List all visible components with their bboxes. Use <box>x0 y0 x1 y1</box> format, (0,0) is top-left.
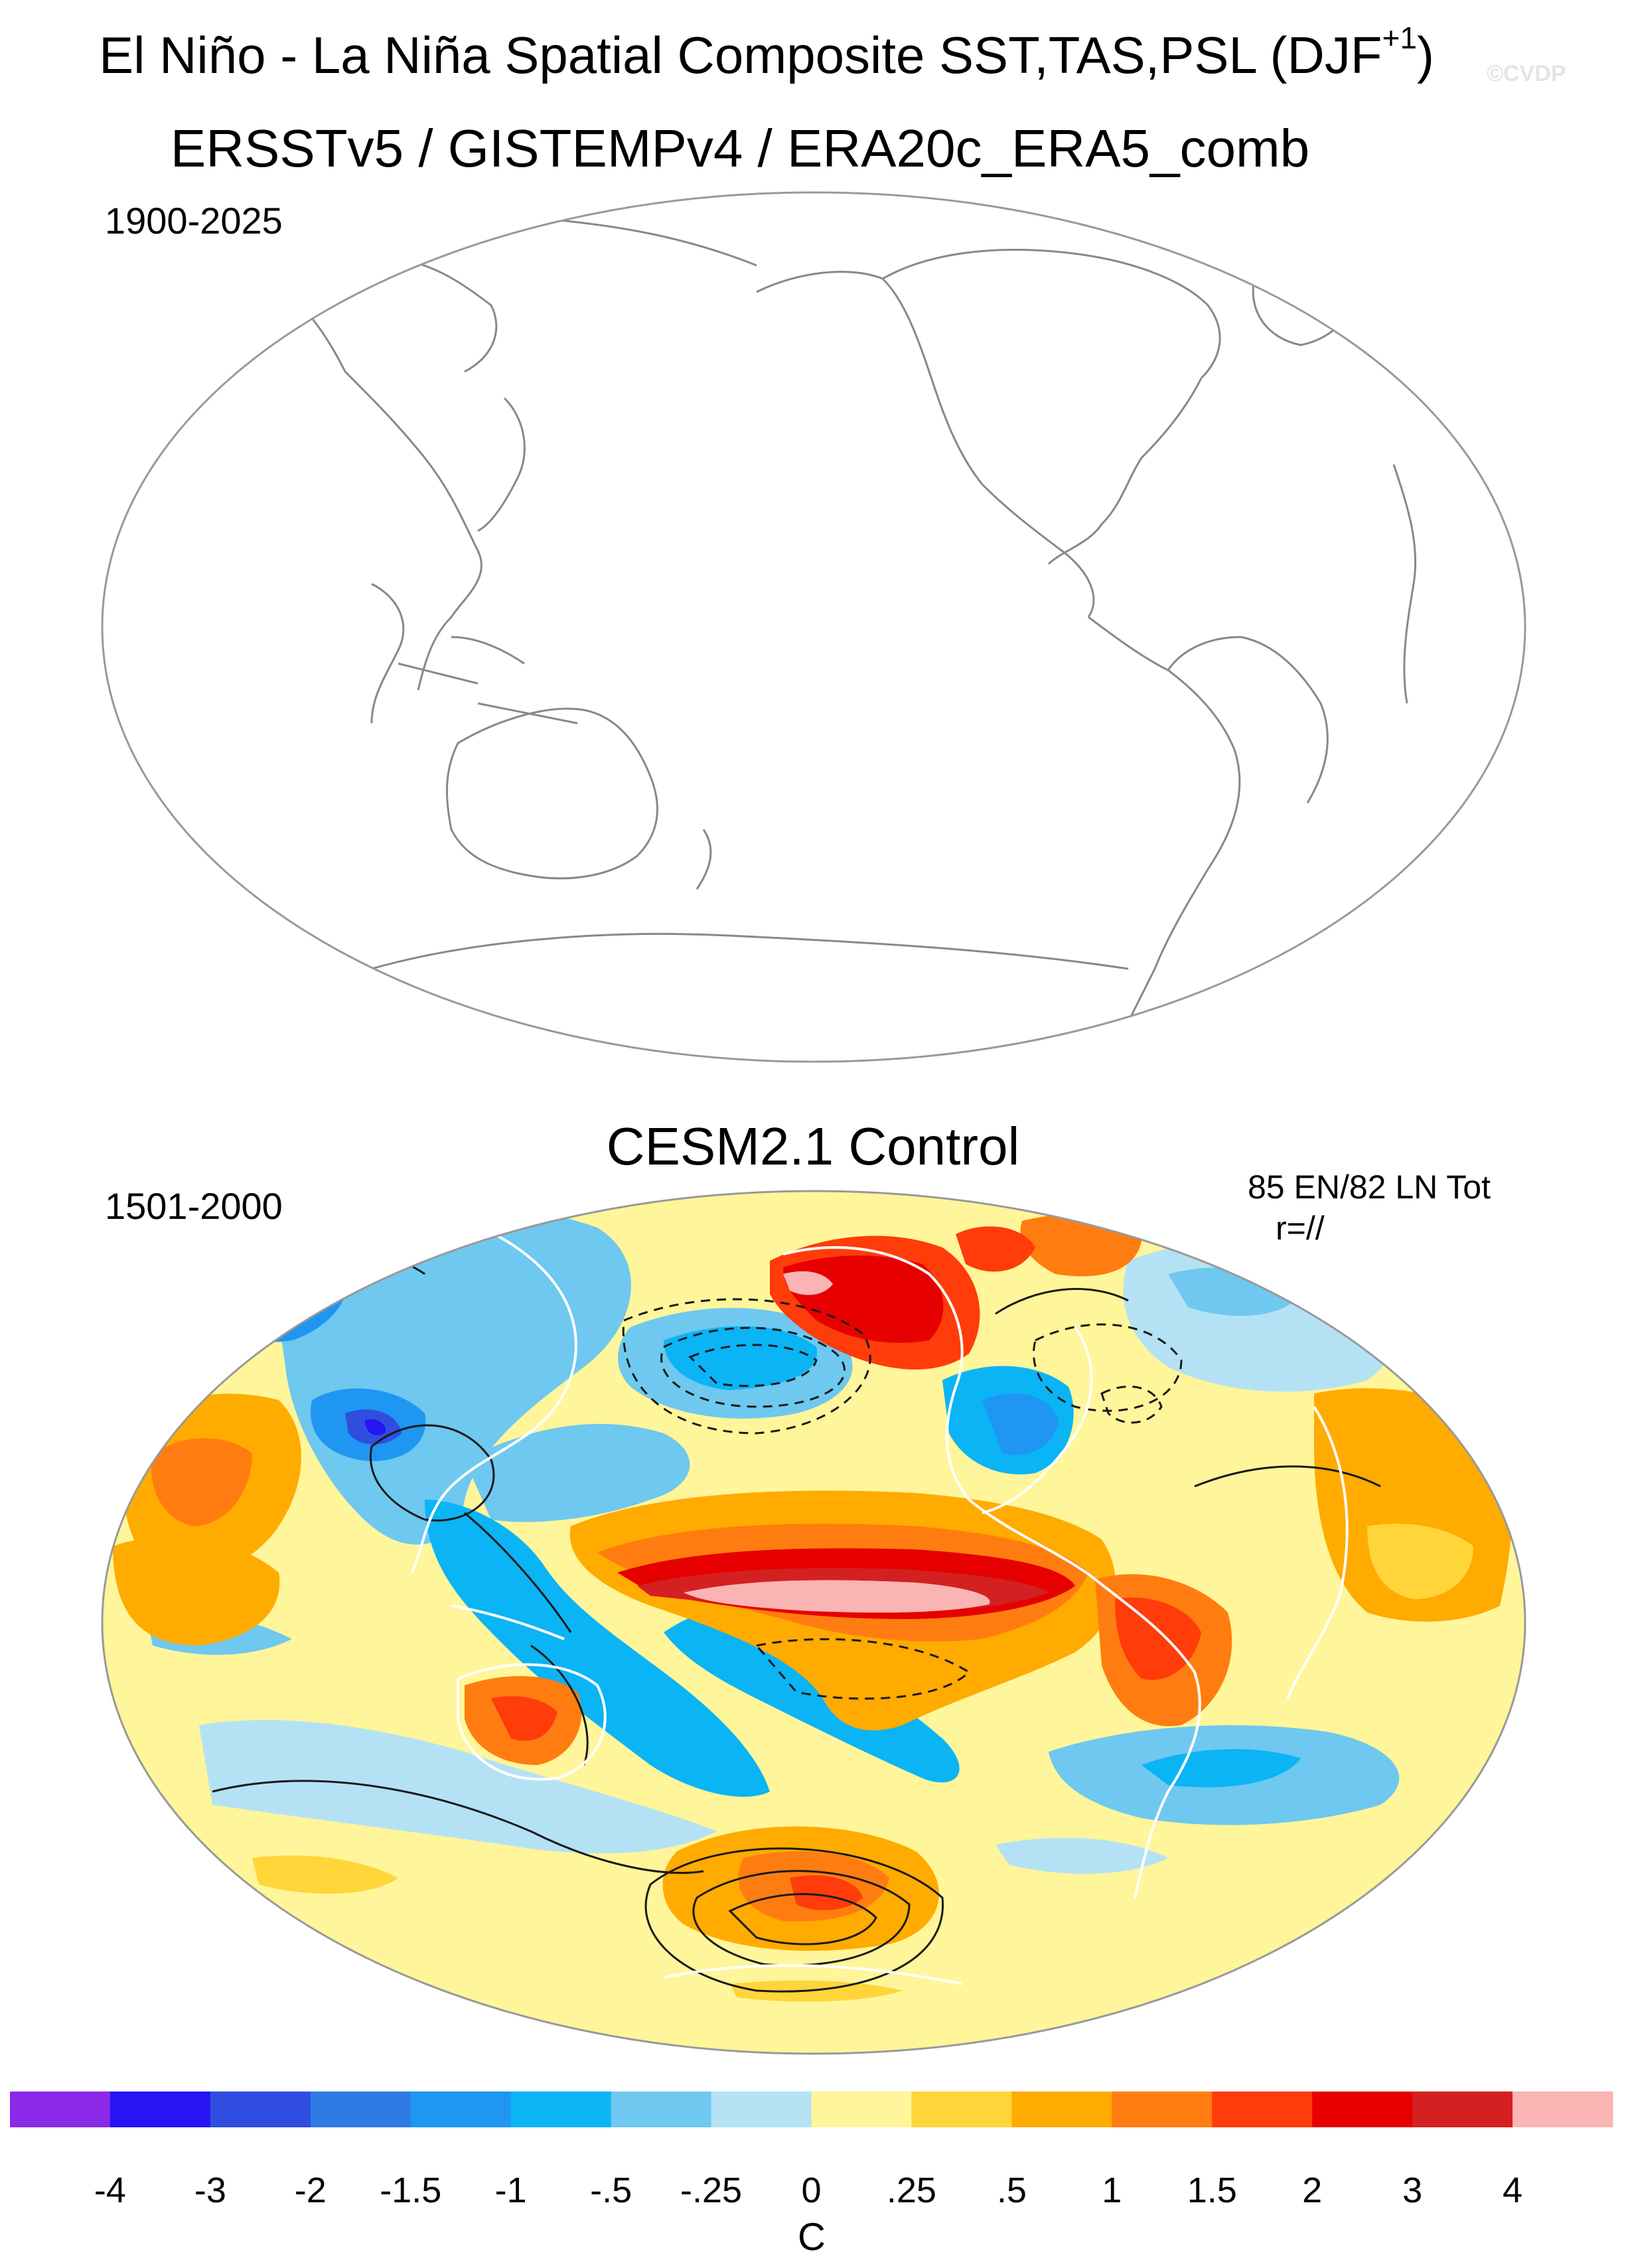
colorbar-tick-label: -3 <box>194 2170 226 2210</box>
colorbar-tick-label: -1.5 <box>380 2170 442 2210</box>
colorbar-box <box>10 2091 111 2127</box>
colorbar-tick-label: 2 <box>1302 2170 1323 2210</box>
bottom-map-coastlines <box>410 1220 1349 1985</box>
colorbar-tick-label: -2 <box>294 2170 327 2210</box>
colorbar-box <box>410 2091 512 2127</box>
colorbar-tick-label: -4 <box>94 2170 126 2210</box>
figure-title: El Niño - La Niña Spatial Composite SST,… <box>99 21 1434 84</box>
top-map-coastlines <box>159 216 1417 1036</box>
event-counts: 85 EN/82 LN Tot <box>1248 1169 1491 1206</box>
colorbar-tick-label: -.25 <box>680 2170 743 2210</box>
bottom-map-border <box>101 1190 1526 2055</box>
bottom-map-panel <box>101 1190 1526 2055</box>
colorbar-box <box>210 2091 311 2127</box>
colorbar-tick-label: .25 <box>886 2170 936 2210</box>
top-panel-title: ERSSTv5 / GISTEMPv4 / ERA20c_ERA5_comb <box>170 119 1310 178</box>
colorbar-box <box>1513 2091 1613 2127</box>
colorbar-tick-label: -1 <box>494 2170 527 2210</box>
top-panel-years: 1900-2025 <box>105 200 283 242</box>
colorbar-tick-label: .5 <box>996 2170 1027 2210</box>
colorbar <box>10 2091 1613 2127</box>
colorbar-tick-label: 1 <box>1102 2170 1122 2210</box>
colorbar-box <box>811 2091 912 2127</box>
psl-contours <box>212 1248 1381 1993</box>
colorbar-tick-label: -.5 <box>590 2170 632 2210</box>
colorbar-box <box>510 2091 612 2127</box>
colorbar-box <box>611 2091 712 2127</box>
colorbar-units: C <box>798 2216 826 2259</box>
colorbar-box <box>1412 2091 1513 2127</box>
colorbar-tick-label: 0 <box>801 2170 822 2210</box>
colorbar-box <box>1212 2091 1313 2127</box>
bottom-panel-years: 1501-2000 <box>105 1185 283 1227</box>
top-map-panel <box>101 191 1526 1063</box>
cvdp-watermark: ©CVDP <box>1487 61 1566 86</box>
colorbar-box <box>110 2091 211 2127</box>
colorbar-tick-label: 3 <box>1402 2170 1423 2210</box>
pattern-correlation: r=// <box>1276 1210 1325 1247</box>
colorbar-box <box>711 2091 812 2127</box>
colorbar-box <box>310 2091 411 2127</box>
colorbar-box <box>1011 2091 1112 2127</box>
colorbar-box <box>1312 2091 1413 2127</box>
colorbar-tick-label: 4 <box>1503 2170 1523 2210</box>
colorbar-box <box>911 2091 1012 2127</box>
colorbar-box <box>1112 2091 1213 2127</box>
top-map-border <box>101 191 1526 1063</box>
colorbar-tick-label: 1.5 <box>1187 2170 1237 2210</box>
bottom-panel-title: CESM2.1 Control <box>606 1117 1020 1176</box>
